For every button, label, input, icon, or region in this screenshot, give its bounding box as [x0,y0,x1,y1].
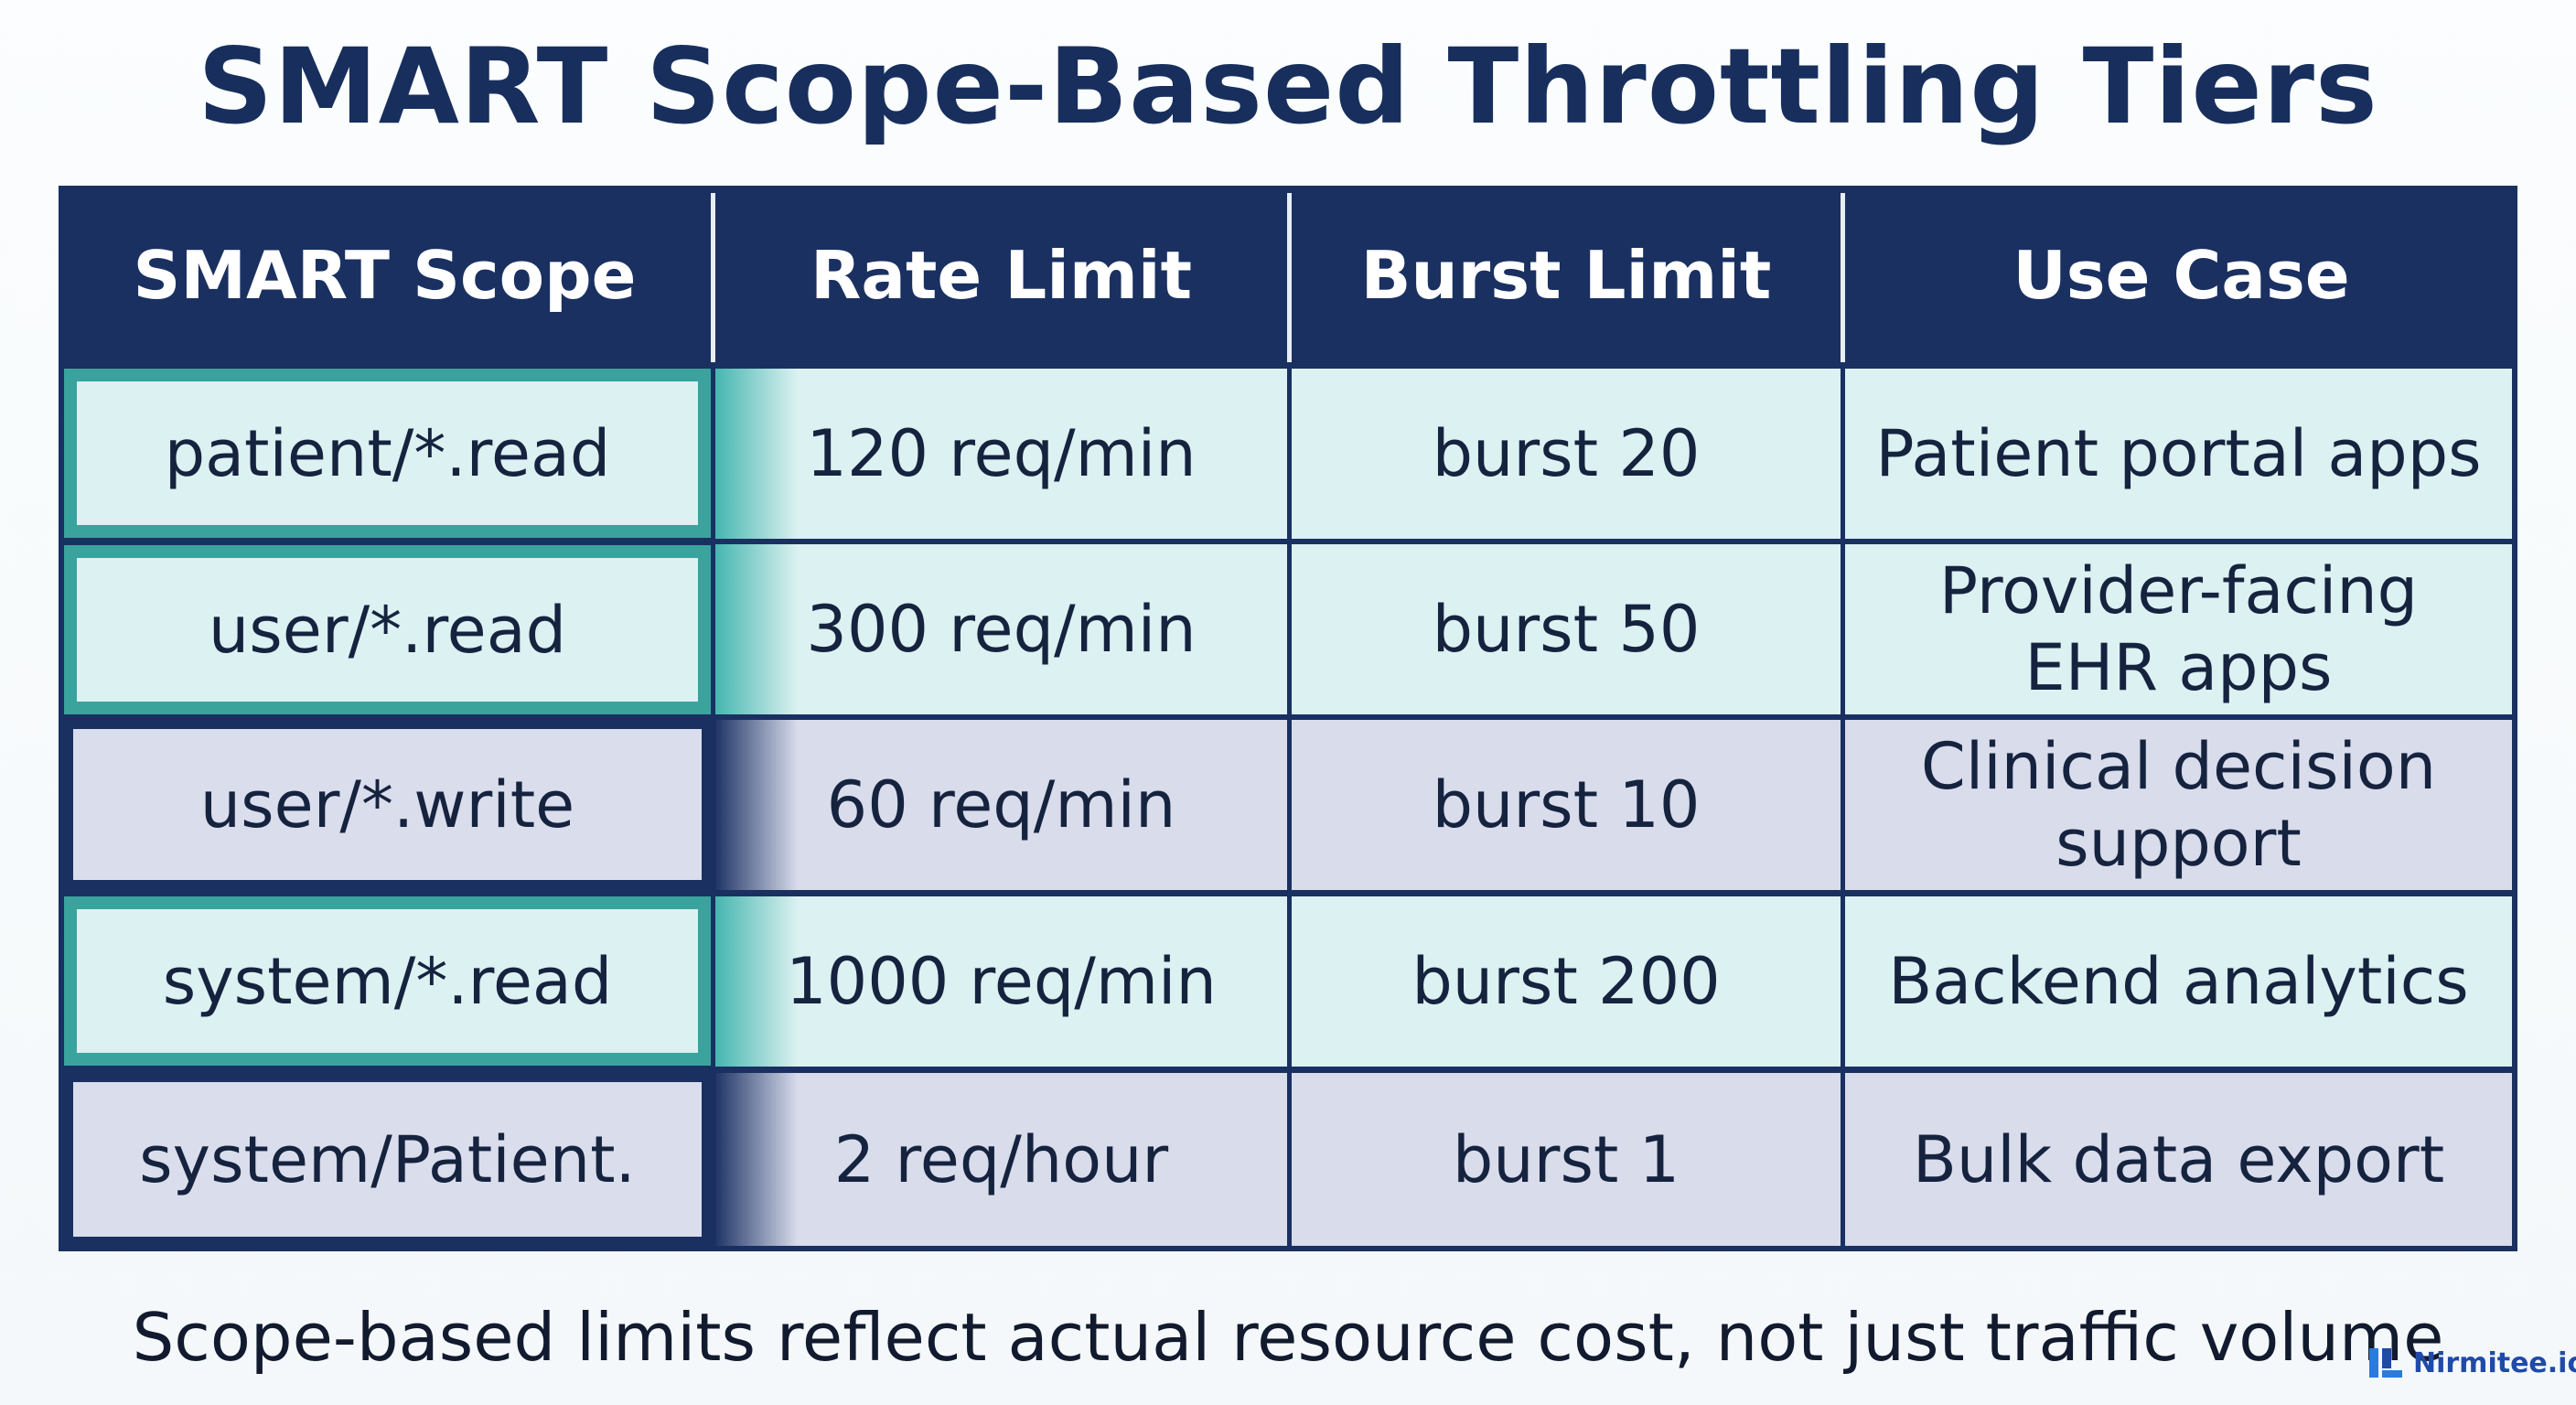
burst-cell: burst 1 [1292,1073,1841,1246]
header-divider [1841,193,1845,362]
burst-cell: burst 200 [1292,896,1841,1067]
header-burst-limit: Burst Limit [1360,236,1772,314]
header-divider [711,193,715,362]
header-divider [1287,193,1292,362]
burst-cell: burst 10 [1292,720,1841,890]
row-accent-glow [715,369,798,539]
scope-cell: system/*.read [64,896,711,1066]
header-use-case: Use Case [2012,236,2350,314]
page-title: SMART Scope-Based Throttling Tiers [198,26,2378,147]
use-case-cell: Backend analytics [1845,896,2512,1067]
use-case-line: Backend analytics [1888,944,2469,1019]
brand-logo-text: Nirmitee.io [2413,1346,2576,1379]
use-case-cell: Clinical decision support [1845,720,2512,890]
footer-caption: Scope-based limits reflect actual resour… [132,1299,2444,1376]
rate-cell: 1000 req/min [715,896,1287,1067]
header-scope: SMART Scope [133,236,637,314]
use-case-line: EHR apps [2024,630,2333,705]
rate-cell: 60 req/min [715,720,1287,890]
scope-cell: user/*.read [64,545,711,714]
use-case-line: support [2055,806,2302,881]
use-case-line: Bulk data export [1912,1121,2445,1197]
row-accent-glow [715,544,798,714]
row-accent-glow [715,896,798,1067]
scope-cell: user/*.write [64,720,711,889]
nirmitee-logo-icon [2369,1348,2402,1378]
throttling-table: SMART Scope Rate Limit Burst Limit Use C… [59,186,2517,1251]
use-case-cell: Patient portal apps [1845,369,2512,539]
header-rate-limit: Rate Limit [810,236,1193,314]
burst-cell: burst 20 [1292,369,1841,539]
burst-cell: burst 50 [1292,544,1841,714]
rate-cell: 300 req/min [715,544,1287,714]
scope-cell: system/Patient. [64,1073,711,1246]
use-case-cell: Bulk data export [1845,1073,2512,1246]
use-case-cell: Provider-facing EHR apps [1845,544,2512,714]
brand-logo: Nirmitee.io [2367,1345,2576,1381]
rate-cell: 120 req/min [715,369,1287,539]
rate-cell: 2 req/hour [715,1073,1287,1246]
use-case-line: Provider-facing [1938,553,2419,628]
row-accent-glow [715,720,798,890]
row-accent-glow [715,1073,798,1246]
scope-cell: patient/*.read [64,369,711,538]
use-case-line: Patient portal apps [1875,416,2482,491]
use-case-line: Clinical decision [1920,729,2437,804]
